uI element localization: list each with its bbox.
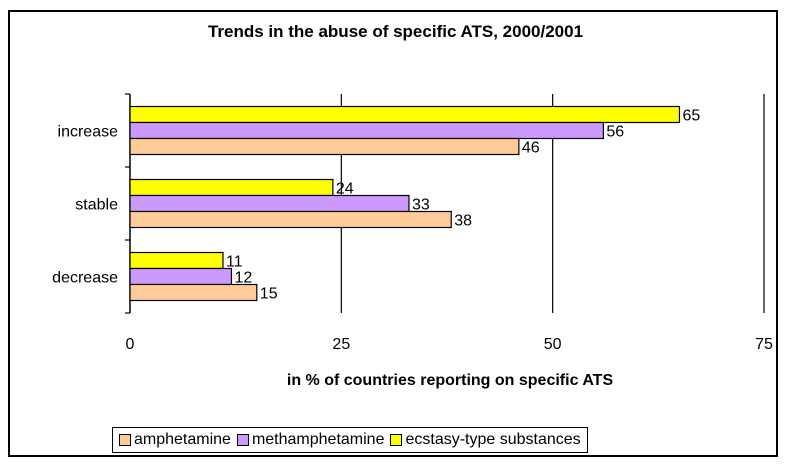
bar-ecstasy-type-substances [129,178,334,197]
data-label: 56 [606,124,624,141]
bar-amphetamine [129,210,452,229]
bar-amphetamine [129,137,520,156]
data-label: 65 [682,108,700,125]
legend-swatch [236,434,249,446]
chart-frame [8,10,778,457]
data-label: 46 [522,140,540,157]
legend-label: ecstasy-type substances [405,431,581,448]
legend-label: methamphetamine [251,431,385,448]
bar-ecstasy-type-substances [129,105,681,124]
legend-item: amphetamine [119,431,231,449]
legend: amphetamine methamphetamine ecstasy-type s… [112,427,588,453]
y-tick-label: decrease [52,270,118,287]
y-tick-label: increase [58,124,119,141]
x-tick-label: 50 [544,336,562,353]
data-label: 15 [260,286,278,303]
data-label: 33 [412,197,430,214]
data-label: 11 [226,254,243,271]
chart-title: Trends in the abuse of specific ATS, 200… [207,22,584,41]
data-label: 12 [234,270,252,287]
legend-item: ecstasy-type substances [390,431,581,449]
legend-label: amphetamine [134,431,231,448]
bar-methamphetamine [129,194,410,213]
x-tick-label: 75 [755,336,773,353]
legend-swatch [390,434,403,446]
x-tick-label: 25 [332,336,350,353]
legend-swatch [119,434,131,446]
bar-ecstasy-type-substances [129,251,224,270]
x-axis-label: in % of countries reporting on specific … [286,372,614,389]
bar-amphetamine [129,283,258,302]
legend-item: methamphetamine [236,431,385,449]
y-tick-label: stable [75,197,118,214]
x-tick-label: 0 [126,336,135,353]
data-label: 38 [454,213,472,230]
data-label: 24 [336,181,354,198]
bar-methamphetamine [129,267,233,286]
bar-methamphetamine [129,121,604,140]
